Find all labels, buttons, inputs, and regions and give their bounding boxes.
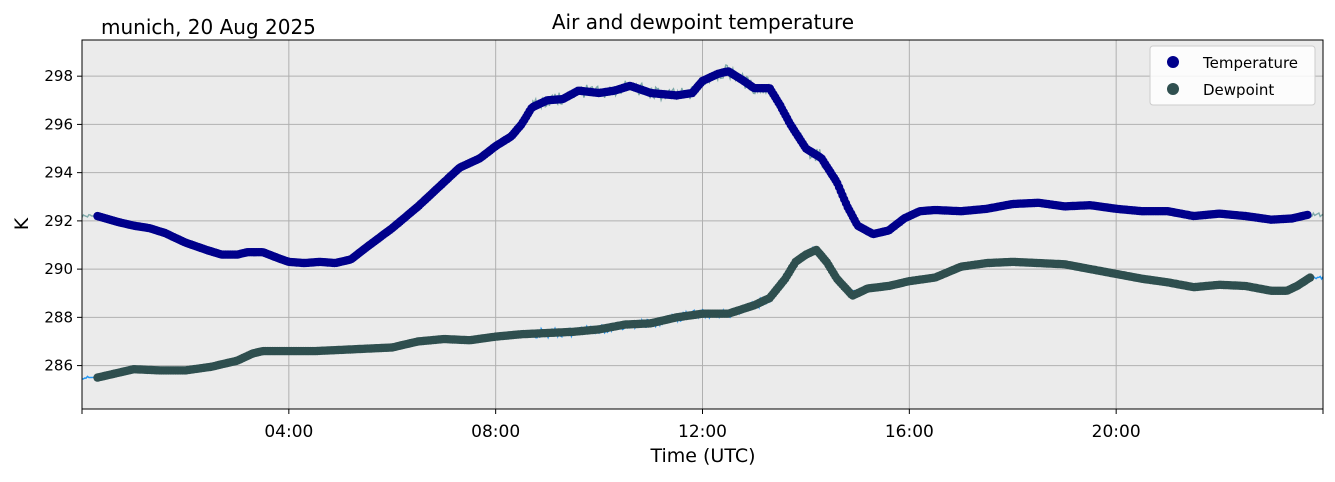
legend-marker-dewpoint	[1167, 83, 1179, 95]
dewpoint-series	[93, 245, 1315, 382]
y-tick-label: 288	[44, 308, 73, 326]
x-tick-label: 16:00	[885, 422, 934, 442]
y-tick-label: 298	[44, 67, 73, 85]
y-tick-label: 296	[44, 115, 73, 133]
x-tick-label: 08:00	[471, 422, 520, 442]
chart-subtitle: munich, 20 Aug 2025	[101, 15, 316, 39]
x-tick-label: 12:00	[678, 422, 727, 442]
legend: Temperature Dewpoint	[1149, 45, 1316, 106]
y-tick-label: 290	[44, 260, 73, 278]
axis-ticks: 04:00 08:00 12:00 16:00 20:00 286 288 290 292 294…	[44, 67, 1324, 442]
legend-marker-temperature	[1167, 56, 1179, 68]
x-tick-label: 20:00	[1092, 422, 1141, 442]
y-axis-label: K	[11, 217, 33, 230]
legend-label-dewpoint: Dewpoint	[1203, 81, 1274, 99]
x-axis-label: Time (UTC)	[649, 445, 755, 467]
data-point	[1305, 273, 1315, 282]
chart-title: Air and dewpoint temperature	[552, 10, 854, 34]
y-tick-label: 286	[44, 357, 73, 375]
legend-box	[1149, 45, 1316, 106]
temperature-series	[93, 67, 1312, 268]
legend-label-temperature: Temperature	[1202, 54, 1298, 72]
x-tick-label: 04:00	[264, 422, 313, 442]
y-tick-label: 294	[44, 164, 73, 182]
y-tick-label: 292	[44, 212, 73, 230]
data-point	[1303, 210, 1312, 220]
grid	[82, 40, 1323, 409]
